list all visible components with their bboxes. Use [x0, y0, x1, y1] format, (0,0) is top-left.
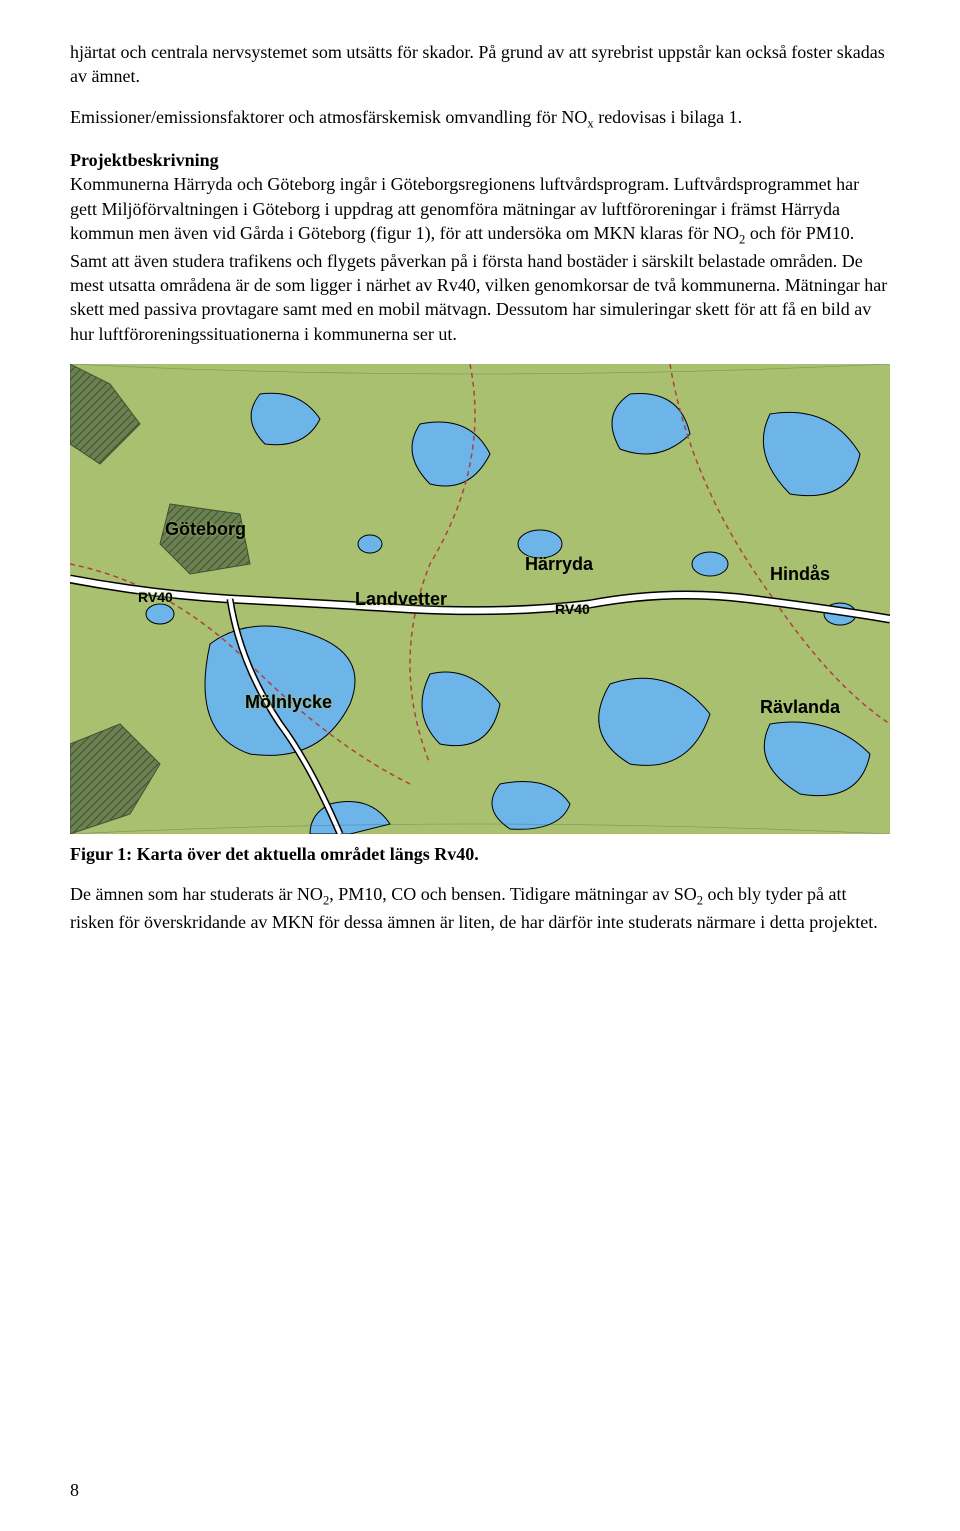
paragraph-2: Emissioner/emissionsfaktorer och atmosfä…	[70, 105, 890, 133]
paragraph-4: De ämnen som har studerats är NO2, PM10,…	[70, 882, 890, 934]
paragraph-3: Kommunerna Härryda och Göteborg ingår i …	[70, 172, 890, 345]
p2-post: redovisas i bilaga 1.	[594, 107, 742, 127]
map-svg	[70, 364, 890, 834]
p2-pre: Emissioner/emissionsfaktorer och atmosfä…	[70, 107, 587, 127]
p4-pre: De ämnen som har studerats är NO	[70, 884, 323, 904]
paragraph-1: hjärtat och centrala nervsystemet som ut…	[70, 40, 890, 89]
page-number: 8	[70, 1480, 79, 1501]
p4-mid: , PM10, CO och bensen. Tidigare mätninga…	[329, 884, 696, 904]
figure-caption: Figur 1: Karta över det aktuella området…	[70, 842, 890, 866]
section-heading: Projektbeskrivning	[70, 148, 890, 172]
map-figure: Göteborg Härryda Hindås Landvetter Mölnl…	[70, 364, 890, 834]
document-page: hjärtat och centrala nervsystemet som ut…	[0, 0, 960, 1531]
